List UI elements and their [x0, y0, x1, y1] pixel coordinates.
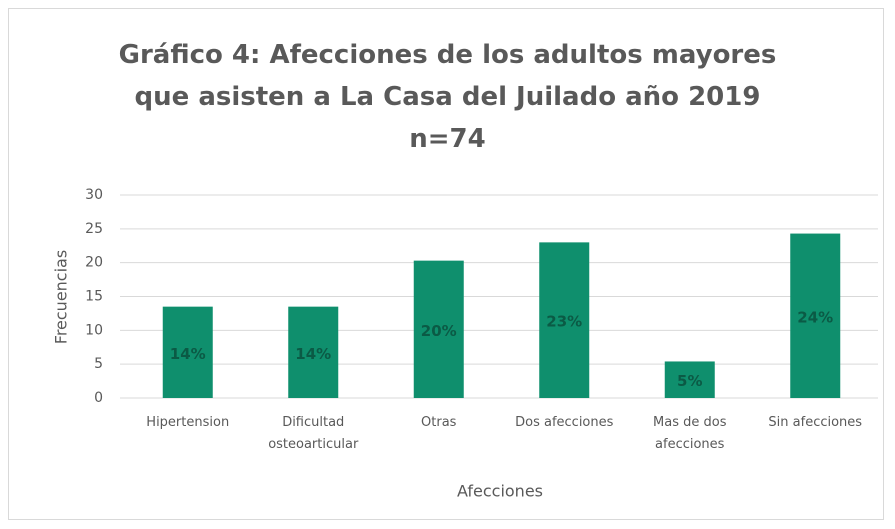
- bar: [664, 361, 715, 398]
- chart-frame: [8, 8, 884, 520]
- chart-title: Gráfico 4: Afecciones de los adultos may…: [118, 40, 777, 154]
- x-tick-label: Hipertension: [146, 415, 230, 430]
- y-tick-label: 25: [85, 221, 103, 237]
- data-label: 14%: [170, 345, 206, 363]
- data-label: 20%: [421, 322, 457, 340]
- x-axis-label: Afecciones: [457, 482, 543, 501]
- bar: [413, 260, 464, 398]
- x-tick-label: Sin afecciones: [768, 415, 863, 430]
- y-axis-label: Frecuencias: [52, 250, 71, 344]
- x-tick-label: Mas de dos afecciones: [653, 415, 727, 452]
- bar: [162, 306, 213, 398]
- data-label: 24%: [797, 308, 833, 326]
- y-tick-label: 30: [85, 187, 103, 203]
- data-label: 5%: [677, 372, 702, 390]
- y-tick-label: 0: [94, 390, 103, 406]
- y-tick-label: 20: [85, 255, 103, 271]
- x-tick-label: Dos afecciones: [515, 415, 614, 430]
- y-tick-label: 5: [94, 356, 103, 372]
- bar: [539, 242, 590, 398]
- y-tick-label: 10: [85, 322, 103, 338]
- y-tick-label: 15: [85, 289, 103, 305]
- bar: [790, 233, 841, 398]
- x-tick-label: Dificultad osteoarticular: [268, 415, 359, 452]
- data-label: 14%: [295, 345, 331, 363]
- x-tick-label: Otras: [421, 415, 457, 430]
- bar: [288, 306, 339, 398]
- data-label: 23%: [546, 313, 582, 331]
